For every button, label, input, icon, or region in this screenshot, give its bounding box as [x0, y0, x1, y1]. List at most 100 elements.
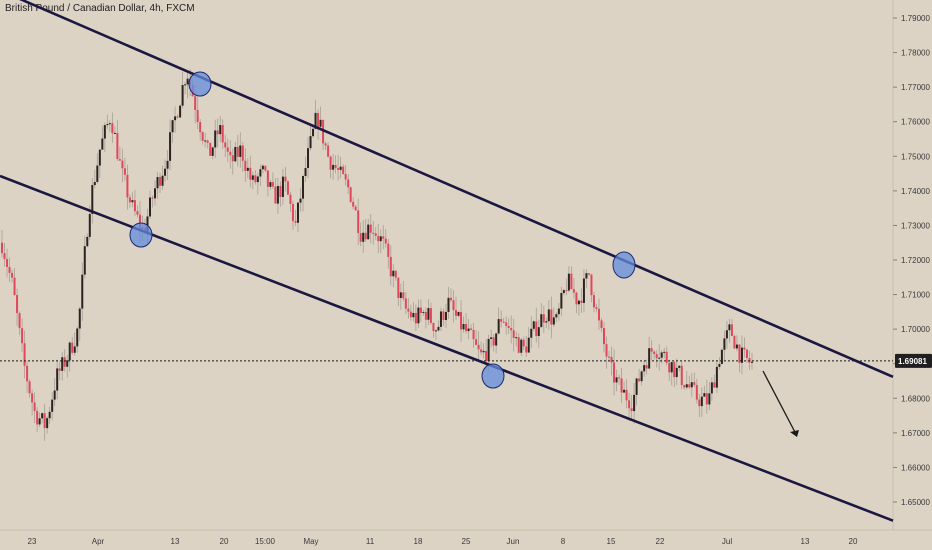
candle-down: [23, 343, 26, 366]
x-tick-label: 23: [28, 537, 37, 546]
candle-down: [111, 123, 114, 134]
candle-up: [725, 330, 728, 339]
current-price-label: 1.69081: [898, 357, 927, 366]
candle-down: [668, 362, 671, 373]
candle-down: [693, 382, 696, 385]
candle-up: [367, 224, 370, 240]
candle-down: [542, 314, 545, 323]
candle-up: [532, 321, 535, 329]
candle-up: [106, 124, 109, 126]
candle-down: [688, 384, 691, 388]
candle-up: [184, 84, 187, 86]
candle-up: [708, 393, 711, 405]
candle-up: [148, 197, 151, 217]
candle-up: [314, 112, 317, 129]
candle-up: [81, 274, 84, 309]
y-tick-label: 1.73000: [901, 221, 930, 230]
candle-up: [562, 290, 565, 294]
candle-up: [51, 399, 54, 412]
candle-down: [748, 358, 751, 363]
candle-down: [136, 211, 139, 215]
candle-down: [71, 342, 74, 353]
candle-down: [369, 224, 372, 233]
candle-down: [274, 186, 277, 204]
candle-down: [600, 320, 603, 328]
candle-up: [467, 328, 470, 332]
candle-down: [455, 310, 458, 316]
candle-down: [653, 351, 656, 354]
candle-down: [505, 322, 508, 327]
candle-down: [199, 122, 202, 133]
candle-down: [151, 197, 154, 199]
candle-up: [146, 216, 149, 233]
candle-down: [382, 236, 385, 239]
candle-down: [424, 311, 427, 320]
candle-down: [241, 145, 244, 161]
candle-down: [357, 210, 360, 234]
candle-down: [592, 295, 595, 308]
candle-up: [427, 308, 430, 320]
candle-up: [169, 132, 172, 161]
candle-up: [640, 371, 643, 382]
candle-up: [211, 147, 214, 156]
candles: [1, 69, 753, 441]
candle-down: [432, 323, 435, 331]
candle-up: [309, 136, 312, 149]
candle-down: [419, 307, 422, 313]
candle-down: [618, 377, 621, 379]
candle-down: [347, 179, 350, 188]
candle-down: [342, 166, 345, 174]
candle-down: [485, 350, 488, 362]
candle-down: [194, 96, 197, 111]
candle-down: [512, 330, 515, 338]
candle-down: [628, 400, 631, 409]
candle-down: [480, 349, 483, 353]
candle-down: [402, 292, 405, 299]
candle-down: [449, 297, 452, 301]
candle-up: [234, 146, 237, 162]
upper-channel-line: [19, 0, 894, 379]
projection-arrow-line: [762, 370, 798, 437]
candle-down: [565, 290, 568, 292]
candle-up: [643, 365, 646, 372]
candle-up: [214, 130, 217, 148]
candle-down: [502, 321, 505, 323]
y-tick-label: 1.75000: [901, 152, 930, 161]
candle-up: [490, 337, 493, 339]
candle-up: [685, 384, 688, 388]
candle-up: [678, 365, 681, 368]
x-tick-label: 15:00: [255, 537, 276, 546]
candle-up: [68, 342, 71, 361]
candle-down: [31, 393, 34, 403]
candle-up: [164, 168, 167, 176]
candle-down: [128, 197, 131, 203]
candle-down: [575, 292, 578, 305]
candle-down: [500, 319, 503, 322]
candle-up: [552, 317, 555, 325]
candle-down: [231, 155, 234, 162]
candle-up: [623, 389, 626, 393]
x-tick-label: Jul: [722, 537, 732, 546]
candle-up: [412, 312, 415, 318]
candle-down: [196, 110, 199, 123]
candle-up: [307, 148, 310, 168]
candle-down: [384, 238, 387, 244]
candle-down: [159, 177, 162, 186]
candle-down: [8, 266, 11, 273]
candle-up: [251, 175, 254, 180]
candle-down: [334, 164, 337, 169]
candle-up: [723, 338, 726, 350]
candle-up: [567, 273, 570, 291]
candle-down: [414, 312, 417, 324]
candle-up: [256, 176, 259, 183]
y-tick-label: 1.72000: [901, 256, 930, 265]
candle-up: [527, 337, 530, 353]
candle-up: [93, 181, 96, 186]
candle-up: [439, 311, 442, 327]
candle-up: [108, 123, 111, 125]
x-tick-label: 13: [171, 537, 180, 546]
candle-up: [422, 311, 425, 313]
candle-down: [289, 194, 292, 204]
candle-up: [299, 198, 302, 203]
